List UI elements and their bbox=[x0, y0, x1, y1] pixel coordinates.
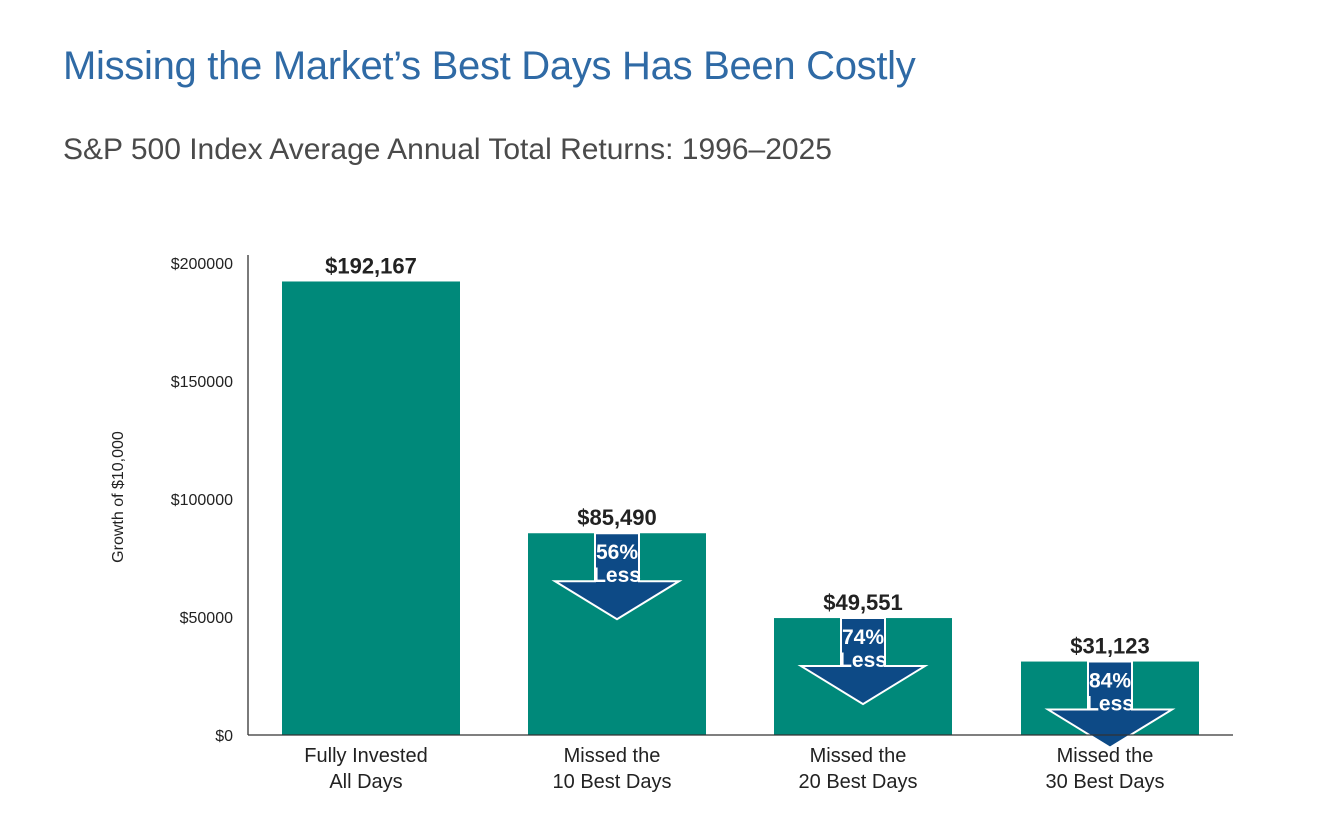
x-tick-label-2-line-2: 10 Best Days bbox=[553, 771, 672, 793]
x-tick-label-1-line-2: All Days bbox=[329, 771, 402, 793]
data-label-4: $31,123 bbox=[1070, 634, 1150, 659]
page-title: Missing the Market’s Best Days Has Been … bbox=[63, 44, 916, 88]
x-tick-label-4-line-2: 30 Best Days bbox=[1046, 771, 1165, 793]
down-arrow-icon-3 bbox=[797, 617, 929, 706]
y-tick-label-5: $200000 bbox=[171, 256, 233, 273]
x-tick-label-2-line-1: Missed the bbox=[564, 745, 661, 767]
down-arrow-icon-4 bbox=[1044, 660, 1176, 749]
arrow-percent-label-3: 74% bbox=[842, 626, 884, 649]
x-tick-label-3-line-2: 20 Best Days bbox=[799, 771, 918, 793]
y-axis-label: Growth of $10,000 bbox=[110, 431, 127, 563]
arrow-percent-label-2: 56% bbox=[596, 541, 638, 564]
page-subtitle: S&P 500 Index Average Annual Total Retur… bbox=[63, 133, 832, 166]
down-arrow-icon-2 bbox=[551, 532, 683, 621]
y-tick-label-4: $150000 bbox=[171, 374, 233, 391]
y-tick-label-1: $0 bbox=[215, 728, 233, 745]
arrow-percent-label-4: 84% bbox=[1089, 670, 1131, 693]
arrow-less-label-2: Less bbox=[593, 564, 641, 587]
y-tick-label-3: $100000 bbox=[171, 492, 233, 509]
x-tick-label-4-line-1: Missed the bbox=[1057, 745, 1154, 767]
arrow-less-label-3: Less bbox=[839, 649, 887, 672]
data-label-3: $49,551 bbox=[823, 590, 903, 615]
data-label-1: $192,167 bbox=[325, 253, 417, 278]
arrow-less-label-4: Less bbox=[1086, 693, 1134, 716]
bar-1 bbox=[282, 281, 460, 735]
x-tick-label-1-line-1: Fully Invested bbox=[304, 745, 427, 767]
data-label-2: $85,490 bbox=[577, 505, 657, 530]
x-tick-label-3-line-1: Missed the bbox=[810, 745, 907, 767]
y-tick-label-2: $50000 bbox=[180, 610, 233, 627]
